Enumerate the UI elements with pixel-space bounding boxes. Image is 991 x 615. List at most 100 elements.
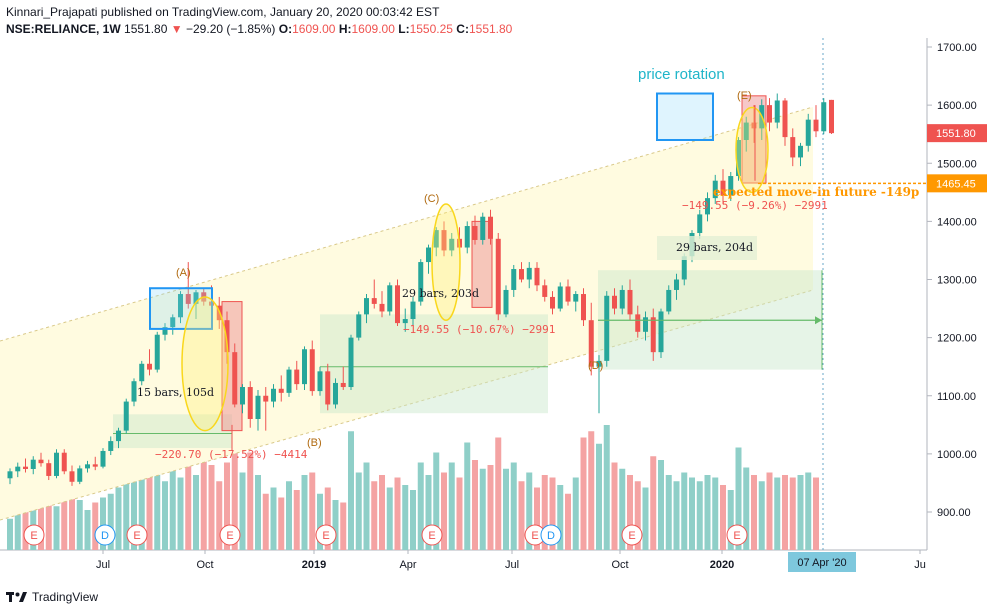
chart-header: Kinnari_Prajapati published on TradingVi… (6, 4, 512, 38)
volume-bar (224, 462, 230, 550)
earnings-marker (621, 524, 643, 546)
volume-bar (371, 481, 378, 550)
candle-body (821, 102, 827, 132)
volume-bar (751, 475, 757, 550)
candle-body (92, 464, 98, 467)
volume-bar (658, 460, 664, 550)
target-price-badge (927, 174, 987, 193)
candle-body (271, 388, 276, 402)
price-tick-label: 1100.00 (937, 391, 976, 403)
volume-layer (7, 425, 819, 550)
high-label: H: (338, 22, 352, 36)
volume-bar (557, 485, 564, 550)
volume-bar (379, 475, 385, 550)
label-point-d: (D) (588, 360, 603, 372)
volume-bar (735, 447, 742, 550)
volume-bar (278, 497, 285, 550)
candle-body (387, 285, 393, 312)
candle-body (185, 294, 191, 304)
time-tick-label: 2019 (302, 559, 326, 571)
candle-body (805, 119, 811, 146)
time-tick-label: Jul (96, 559, 110, 571)
label-move-1: −220.70 (−17.52%) −4414 (155, 448, 308, 461)
candle-body (697, 214, 703, 233)
earnings-marker-label: E (30, 530, 37, 542)
candle-body (85, 464, 90, 469)
volume-bar (727, 490, 734, 550)
volume-bar (262, 493, 269, 550)
volume-bar (603, 425, 610, 550)
candle-body (767, 105, 772, 123)
volume-bar (193, 475, 199, 550)
symbol-name[interactable]: NSE:RELIANCE, 1W (6, 22, 121, 36)
price-tick-label: 900.00 (937, 507, 971, 519)
candle-body (705, 198, 710, 215)
grid-layer (927, 46, 932, 513)
candle-body (557, 286, 563, 309)
time-tick-label: Apr (399, 559, 416, 571)
candle-body (224, 320, 230, 353)
earnings-marker-label: E (133, 530, 140, 542)
close-label: C: (456, 22, 469, 36)
candle-body (534, 267, 540, 286)
volume-bar (503, 468, 509, 550)
label-price-rotation: price rotation (638, 66, 725, 83)
candle-body (720, 180, 726, 196)
volume-bar (123, 465, 130, 550)
candle-body (247, 387, 253, 419)
volume-bar (146, 468, 153, 550)
candle-body (364, 298, 369, 315)
volume-bar (580, 437, 587, 550)
candle-body (488, 216, 493, 239)
price-tick-label: 1400.00 (937, 216, 977, 228)
volume-bar (510, 462, 517, 550)
candle-body (666, 289, 672, 312)
volume-bar (441, 472, 447, 550)
volume-bar (665, 475, 672, 550)
volume-bar (479, 468, 486, 550)
highlight-ellipse-2 (431, 203, 461, 321)
close-value: 1551.80 (468, 22, 513, 36)
volume-bar (340, 502, 347, 550)
volume-bar (162, 481, 168, 550)
volume-bar (177, 477, 184, 550)
volume-bar (813, 477, 819, 550)
time-tick-label: Oct (196, 559, 213, 571)
candle-body (495, 238, 501, 315)
current-price-label: 1551.80 (936, 128, 976, 140)
volume-bar (782, 475, 788, 550)
earnings-marker (315, 524, 337, 546)
candle-body (627, 289, 633, 315)
candle-body (286, 369, 292, 393)
current-price-badge (927, 124, 987, 143)
candle-body (30, 459, 36, 469)
candle-body (472, 226, 478, 240)
tradingview-logo-icon (6, 592, 27, 602)
footer-brand[interactable]: TradingView (6, 590, 98, 604)
candle-body (681, 256, 687, 280)
volume-bar (541, 475, 548, 550)
earnings-marker (126, 524, 148, 546)
candle-body (743, 122, 749, 140)
candle-body (54, 452, 59, 476)
candle-body (15, 466, 21, 472)
earnings-marker-label: E (531, 530, 538, 542)
volume-bar (689, 477, 695, 550)
volume-bar (673, 481, 680, 550)
earnings-marker (23, 524, 45, 546)
volume-bar (456, 477, 463, 550)
volume-bar (247, 452, 254, 550)
candle-body (550, 296, 555, 309)
candle-body (147, 363, 152, 370)
candle-body (464, 226, 470, 248)
volume-bar (417, 462, 424, 550)
earnings-marker-label: E (226, 530, 233, 542)
candle-body (449, 238, 455, 251)
candle-body (542, 285, 548, 297)
candle-body (503, 289, 509, 315)
volume-bar (634, 481, 641, 550)
earnings-marker-label: E (628, 530, 635, 542)
range-3-label-bg (657, 236, 757, 260)
candle-body (596, 360, 602, 367)
